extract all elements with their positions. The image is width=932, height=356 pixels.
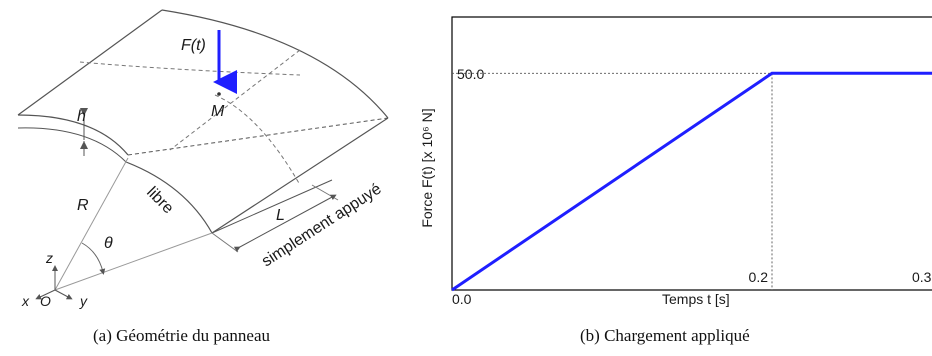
midline-1 xyxy=(79,61,301,76)
x-tick-0: 0.0 xyxy=(452,291,472,307)
thickness-label: h xyxy=(77,108,86,125)
radius-line-1 xyxy=(54,157,129,291)
angle-label: θ xyxy=(104,235,113,252)
caption-b: (b) Chargement appliqué xyxy=(580,326,750,345)
axis-y-label: y xyxy=(79,293,88,309)
length-ext-1 xyxy=(211,232,239,253)
length-ext-2 xyxy=(311,184,339,201)
x-axis-label-text: Temps t [s] xyxy=(662,291,730,307)
panel-a-geometry: F(t) M h R θ libre L simplement appuyé z… xyxy=(17,9,389,345)
shell-front-arc xyxy=(17,114,129,156)
edge-free-label: libre xyxy=(143,184,176,217)
x-tick-ramp: 0.2 xyxy=(749,269,769,285)
length-label: L xyxy=(276,207,285,224)
panel-b-chart: 0.0 0.2 0.3 50.0 Temps t [s] Force F(t) … xyxy=(419,16,932,345)
y-tick-plateau: 50.0 xyxy=(457,66,484,82)
y-axis-label: Force F(t) [x 10⁶ N] xyxy=(419,108,435,227)
force-label: F(t) xyxy=(181,37,206,54)
axis-x-label: x xyxy=(21,293,30,309)
angle-arc xyxy=(81,242,106,275)
edge-supported-label: simplement appuyé xyxy=(259,180,385,270)
shell-top-arc xyxy=(161,9,389,119)
axis-z-label: z xyxy=(45,250,53,266)
axis-y xyxy=(54,289,73,300)
radius-label: R xyxy=(77,197,89,214)
radius-line-2 xyxy=(54,232,213,291)
axis-x xyxy=(35,289,56,300)
x-axis-label: Temps t [s] xyxy=(662,291,730,307)
supported-edge xyxy=(127,117,389,156)
x-tick-end: 0.3 xyxy=(912,269,932,285)
midline-3 xyxy=(169,49,301,151)
thickness-arrow-top xyxy=(80,108,88,116)
shell-front-thickness-arc xyxy=(17,127,127,163)
shell-front-curve xyxy=(125,161,213,234)
force-series-line xyxy=(451,71,932,292)
point-m-label: M xyxy=(211,103,225,120)
midline-2 xyxy=(214,94,301,186)
caption-a: (a) Géométrie du panneau xyxy=(93,326,270,345)
shell-right-edge xyxy=(211,117,389,234)
plot-frame xyxy=(451,16,932,291)
length-arrow xyxy=(233,194,337,253)
origin-label: O xyxy=(40,293,51,309)
point-m xyxy=(217,92,221,96)
